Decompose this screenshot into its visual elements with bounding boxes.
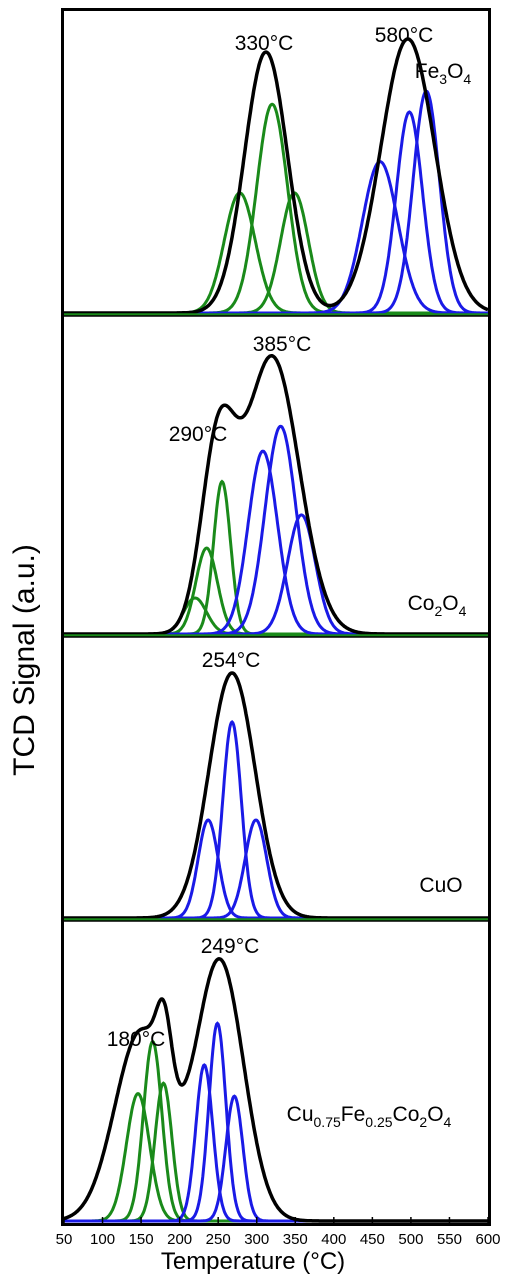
component-peak-green (64, 1081, 488, 1223)
plot-frame (61, 8, 491, 1226)
peak-temperature-label: 385°C (253, 333, 312, 356)
x-tick-label: 600 (475, 1231, 500, 1248)
component-peak-blue (64, 513, 488, 636)
x-tick-label: 300 (244, 1231, 269, 1248)
x-tick-label: 150 (129, 1231, 154, 1248)
panel-1: 330°C 580°C Fe3O4 (64, 24, 489, 317)
x-tick-label: 50 (56, 1231, 73, 1248)
x-axis-label: Temperature (°C) (160, 1248, 346, 1275)
peak-temperature-label: 180°C (107, 1028, 166, 1051)
envelope-curve (64, 37, 489, 315)
peak-temperature-label: 580°C (375, 24, 434, 47)
panels-layer: 330°C 580°C Fe3O4 290°C 385°C Co2O4 254°C CuO 18… (63, 24, 489, 1223)
component-peak-blue (64, 110, 488, 315)
panel-3: 254°C CuO (64, 649, 488, 922)
component-peak-blue (64, 160, 488, 315)
envelope-curve (64, 354, 488, 636)
x-tick-label: 100 (90, 1231, 115, 1248)
peak-temperature-label: 249°C (201, 935, 260, 958)
x-axis-ticks: 50 100 150 200 250 300 350 400 450 500 550 600 (56, 1217, 501, 1248)
panel-4: 180°C 249°C Cu0.75Fe0.25Co2O4 (63, 935, 488, 1223)
peak-temperature-label: 330°C (235, 32, 294, 55)
panel-2: 290°C 385°C Co2O4 (64, 333, 488, 638)
compound-label: Fe3O4 (415, 60, 472, 87)
x-tick-label: 200 (167, 1231, 192, 1248)
x-tick-label: 550 (437, 1231, 462, 1248)
y-axis-label: TCD Signal (a.u.) (8, 544, 41, 776)
envelope-curve (63, 957, 488, 1223)
x-tick-label: 250 (206, 1231, 231, 1248)
compound-label: Co2O4 (408, 592, 467, 619)
x-tick-label: 500 (398, 1231, 423, 1248)
compound-label: CuO (419, 874, 462, 897)
peak-temperature-label: 254°C (202, 649, 261, 672)
peak-temperature-label: 290°C (169, 423, 228, 446)
envelope-curve (64, 671, 488, 920)
y-axis-label-wrap: TCD Signal (a.u.) (0, 480, 56, 840)
x-tick-label: 350 (283, 1231, 308, 1248)
compound-label: Cu0.75Fe0.25Co2O4 (287, 1103, 452, 1130)
x-tick-label: 450 (360, 1231, 385, 1248)
component-peak-blue (64, 818, 488, 920)
x-tick-label: 400 (321, 1231, 346, 1248)
